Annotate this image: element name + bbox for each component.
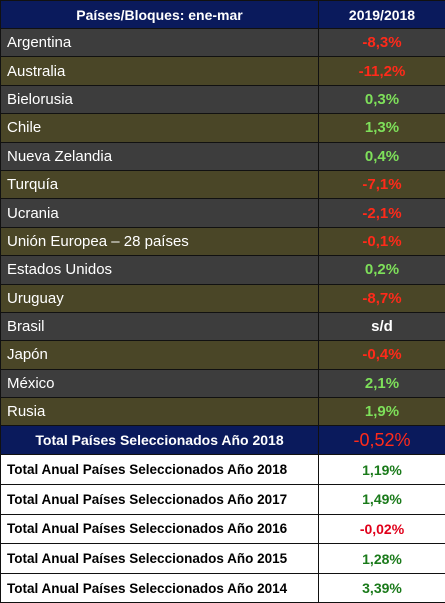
total-label: Total Países Seleccionados Año 2018	[1, 426, 319, 455]
annual-total-label: Total Anual Países Seleccionados Año 201…	[1, 514, 319, 544]
country-name: Brasil	[1, 312, 319, 340]
table-row: Ucrania-2,1%	[1, 199, 445, 227]
country-name: Uruguay	[1, 284, 319, 312]
variation-value: 1,9%	[319, 398, 445, 426]
country-name: Japón	[1, 341, 319, 369]
variation-value: -8,7%	[319, 284, 445, 312]
table-row: Turquía-7,1%	[1, 170, 445, 198]
variation-value: 2,1%	[319, 369, 445, 397]
country-name: Nueva Zelandia	[1, 142, 319, 170]
table-row: Japón-0,4%	[1, 341, 445, 369]
annual-total-label: Total Anual Países Seleccionados Año 201…	[1, 544, 319, 574]
variation-value: -0,4%	[319, 341, 445, 369]
variation-value: 0,2%	[319, 256, 445, 284]
annual-total-row: Total Anual Países Seleccionados Año 201…	[1, 455, 445, 485]
country-name: Chile	[1, 114, 319, 142]
country-name: Turquía	[1, 170, 319, 198]
annual-total-label: Total Anual Países Seleccionados Año 201…	[1, 455, 319, 485]
variation-value: 0,3%	[319, 85, 445, 113]
table-row: Australia-11,2%	[1, 57, 445, 85]
variation-value: -7,1%	[319, 170, 445, 198]
variation-value: 1,3%	[319, 114, 445, 142]
annual-total-label: Total Anual Países Seleccionados Año 201…	[1, 573, 319, 603]
country-name: Bielorusia	[1, 85, 319, 113]
annual-total-value: 3,39%	[319, 573, 445, 603]
country-name: Unión Europea – 28 países	[1, 227, 319, 255]
total-row: Total Países Seleccionados Año 2018-0,52…	[1, 426, 445, 455]
country-name: Ucrania	[1, 199, 319, 227]
annual-total-value: 1,28%	[319, 544, 445, 574]
country-name: Australia	[1, 57, 319, 85]
annual-total-row: Total Anual Países Seleccionados Año 201…	[1, 514, 445, 544]
variation-value: s/d	[319, 312, 445, 340]
table-row: Unión Europea – 28 países-0,1%	[1, 227, 445, 255]
variation-value: -8,3%	[319, 29, 445, 57]
country-column-header: Países/Bloques: ene-mar	[1, 1, 319, 29]
variation-value: -0,1%	[319, 227, 445, 255]
variation-value: -11,2%	[319, 57, 445, 85]
country-name: Rusia	[1, 398, 319, 426]
annual-total-value: 1,19%	[319, 455, 445, 485]
annual-total-value: 1,49%	[319, 485, 445, 515]
annual-total-value: -0,02%	[319, 514, 445, 544]
period-column-header: 2019/2018	[319, 1, 445, 29]
variation-value: 0,4%	[319, 142, 445, 170]
country-name: México	[1, 369, 319, 397]
annual-total-row: Total Anual Países Seleccionados Año 201…	[1, 544, 445, 574]
table-row: Uruguay-8,7%	[1, 284, 445, 312]
table-row: Argentina-8,3%	[1, 29, 445, 57]
table-header-row: Países/Bloques: ene-mar 2019/2018	[1, 1, 445, 29]
country-name: Estados Unidos	[1, 256, 319, 284]
variation-value: -2,1%	[319, 199, 445, 227]
total-value: -0,52%	[319, 426, 445, 455]
country-name: Argentina	[1, 29, 319, 57]
annual-total-row: Total Anual Países Seleccionados Año 201…	[1, 573, 445, 603]
annual-total-label: Total Anual Países Seleccionados Año 201…	[1, 485, 319, 515]
annual-total-row: Total Anual Países Seleccionados Año 201…	[1, 485, 445, 515]
